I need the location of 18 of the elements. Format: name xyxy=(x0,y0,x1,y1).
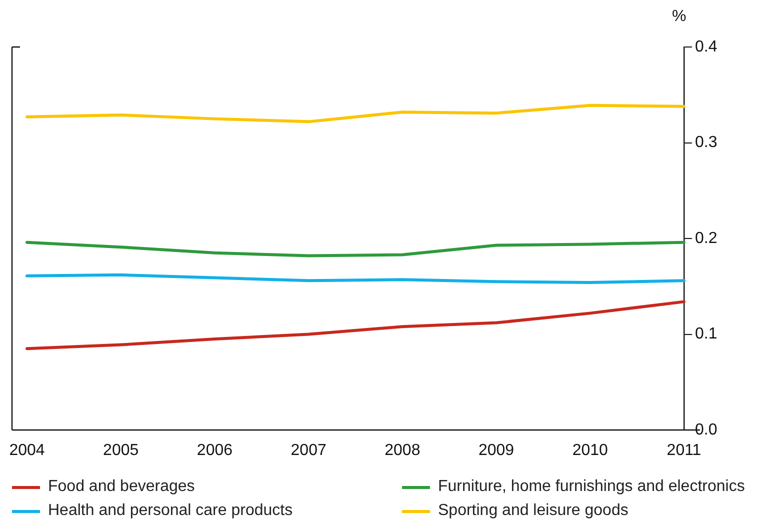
x-tick-label: 2009 xyxy=(478,442,514,460)
x-tick-label: 2010 xyxy=(572,442,608,460)
y-tick-label: 0.4 xyxy=(695,38,718,56)
legend-label: Food and beverages xyxy=(48,478,195,496)
y-tick-label: 0.0 xyxy=(695,421,718,438)
legend-label: Sporting and leisure goods xyxy=(438,502,628,520)
x-tick-label: 2006 xyxy=(196,442,233,460)
x-tick-label: 2007 xyxy=(290,442,326,460)
y-tick-label: 0.1 xyxy=(695,326,718,343)
y-axis-title: % xyxy=(672,8,686,26)
y-tick-label: 0.2 xyxy=(695,230,718,247)
x-tick-label: 2005 xyxy=(103,442,139,460)
legend-label: Furniture, home furnishings and electronics xyxy=(438,478,745,496)
x-tick-label: 2011 xyxy=(666,442,702,460)
y-tick-label: 0.3 xyxy=(695,134,718,152)
x-tick-label: 2004 xyxy=(9,442,45,460)
x-tick-label: 2008 xyxy=(384,442,420,460)
legend-label: Health and personal care products xyxy=(48,502,293,520)
